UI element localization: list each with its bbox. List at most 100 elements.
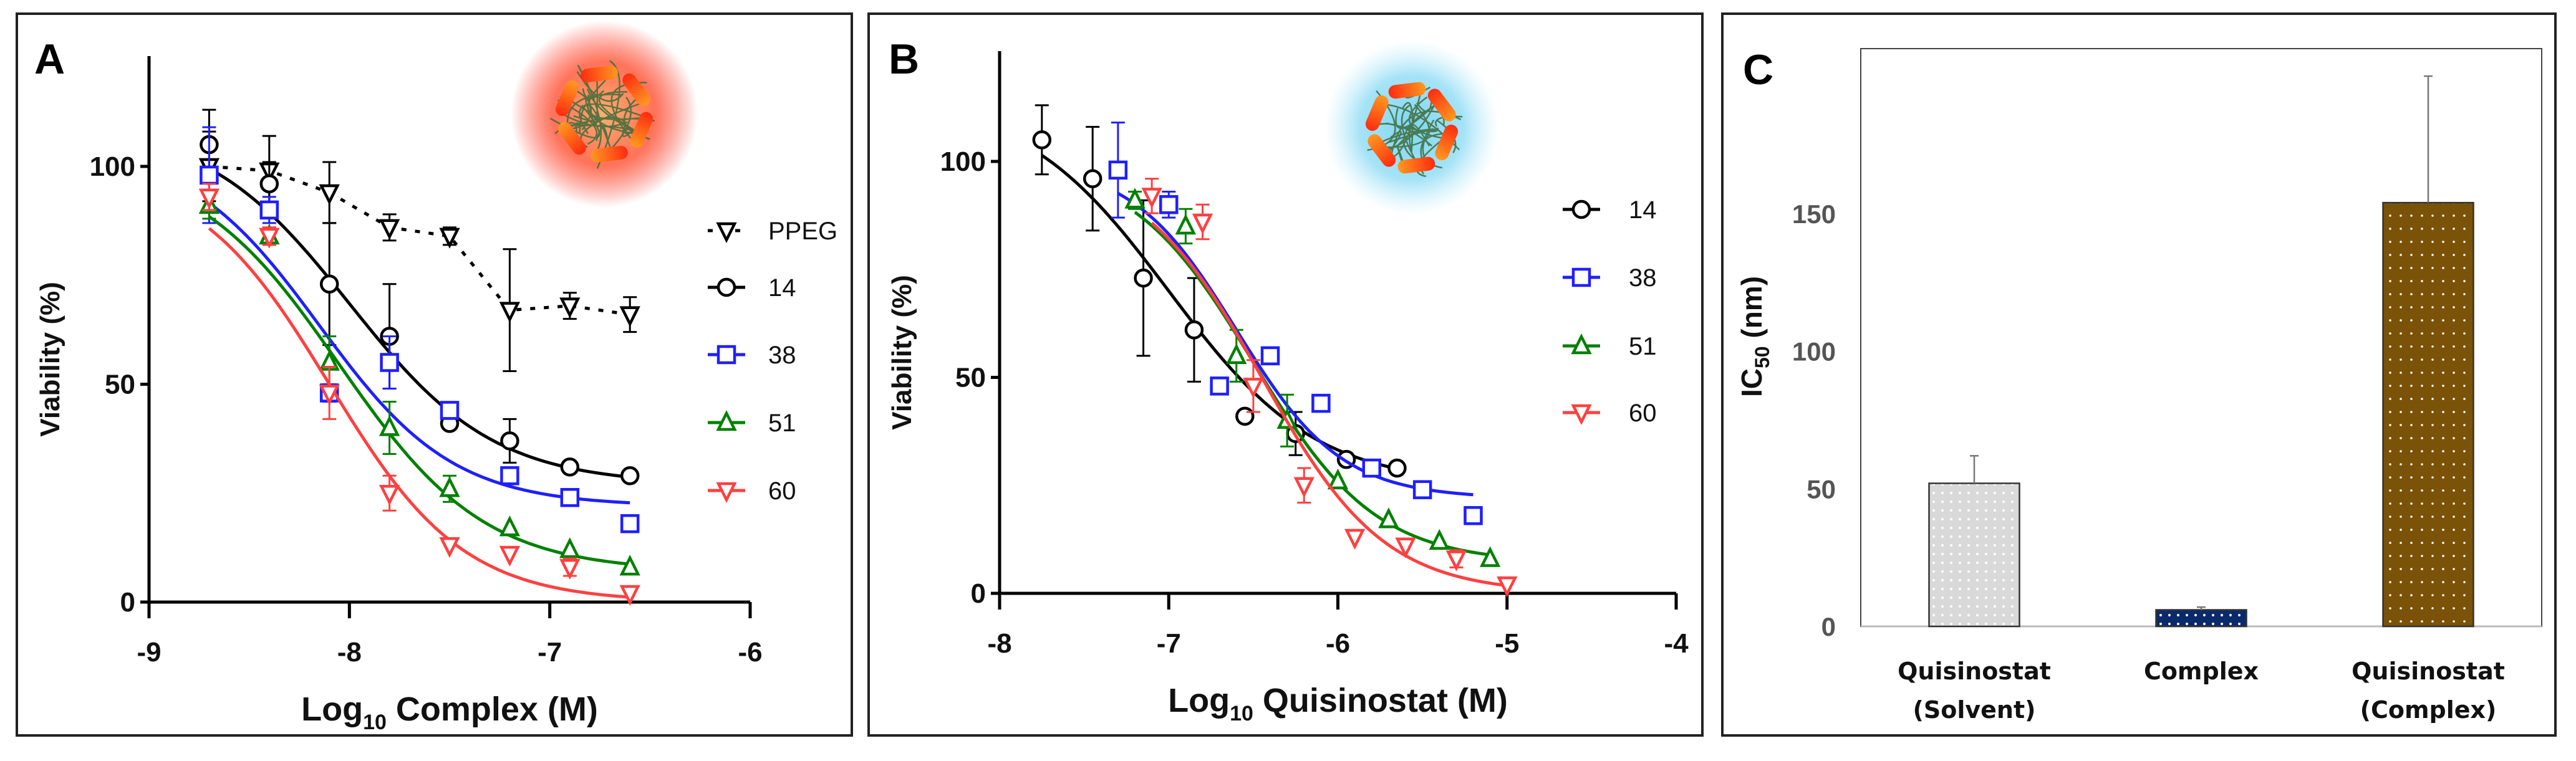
legend-item-60: 60 bbox=[1563, 400, 1657, 427]
data-point-14 bbox=[1032, 130, 1052, 150]
legend-item-14: 14 bbox=[1563, 196, 1657, 224]
drug-capsule bbox=[630, 112, 654, 148]
panel-border bbox=[16, 12, 853, 737]
drug-capsule bbox=[1435, 125, 1459, 161]
legend-item-14: 14 bbox=[708, 274, 796, 302]
data-point-51 bbox=[619, 555, 640, 576]
data-point-51 bbox=[1226, 343, 1247, 365]
data-point-51 bbox=[1327, 468, 1349, 490]
category-label: (Solvent) bbox=[1913, 696, 2036, 724]
legend-label: 51 bbox=[1629, 333, 1657, 360]
data-point-51 bbox=[379, 415, 400, 436]
y-axis-title: Viability (%) bbox=[35, 282, 65, 437]
data-point-14 bbox=[620, 466, 640, 486]
y-tick-label: 50 bbox=[105, 370, 135, 400]
y-tick-label: 50 bbox=[1807, 474, 1836, 504]
data-point-60 bbox=[198, 188, 220, 209]
data-point-51 bbox=[439, 476, 460, 497]
category-label: Complex bbox=[2144, 658, 2259, 685]
y-tick-label: 100 bbox=[90, 151, 135, 182]
x-axis-title-tail: Complex (M) bbox=[387, 691, 598, 728]
x-axis-title-main: Log bbox=[301, 691, 363, 728]
data-point-14 bbox=[1083, 169, 1102, 188]
legend-marker bbox=[716, 222, 737, 244]
nanoparticle-glow bbox=[511, 21, 698, 208]
bar bbox=[2382, 201, 2474, 628]
x-tick-label: -4 bbox=[1664, 628, 1689, 659]
drug-capsule bbox=[1368, 134, 1396, 167]
data-point-38 bbox=[1412, 480, 1432, 499]
y-axis-title: IC50 (nm) bbox=[1735, 276, 1773, 397]
data-point-60 bbox=[1192, 213, 1213, 235]
y-axis-title-main: IC bbox=[1735, 368, 1768, 397]
fit-curve bbox=[208, 201, 630, 505]
data-point-14 bbox=[319, 274, 339, 294]
data-point-38 bbox=[1362, 458, 1381, 478]
data-point-38 bbox=[560, 487, 580, 507]
y-tick-label: 100 bbox=[940, 146, 986, 177]
data-point-14 bbox=[1387, 458, 1407, 478]
fit-curve bbox=[208, 215, 630, 566]
data-point-51 bbox=[1124, 188, 1146, 209]
x-axis-title: Log10 Complex (M) bbox=[301, 691, 598, 734]
x-tick-label: -5 bbox=[1495, 628, 1519, 659]
x-axis-title-main: Log bbox=[1168, 682, 1230, 719]
data-point-60 bbox=[439, 537, 460, 558]
data-point-60 bbox=[619, 585, 640, 606]
legend-label: 38 bbox=[1629, 264, 1657, 292]
data-point-38 bbox=[259, 200, 279, 220]
drug-capsule bbox=[622, 73, 651, 107]
data-point-14 bbox=[1235, 406, 1255, 426]
fit-curve bbox=[208, 227, 630, 599]
data-point-38 bbox=[200, 165, 219, 185]
data-point-51 bbox=[1378, 507, 1399, 529]
y-tick-label: 100 bbox=[1792, 337, 1836, 366]
data-point-38 bbox=[1464, 506, 1483, 525]
x-axis-title-tail: Quisinostat (M) bbox=[1253, 682, 1508, 719]
category-label: (Complex) bbox=[2360, 696, 2497, 724]
data-point-51 bbox=[499, 515, 521, 537]
data-point-ppeg bbox=[559, 297, 581, 318]
y-tick-label: 0 bbox=[971, 578, 986, 609]
legend-marker bbox=[1571, 404, 1592, 426]
drug-capsule bbox=[1397, 156, 1435, 174]
panel-b: B 0 50 100 -8 -7 -6 -5 -4 Log10 Quisinostat (M) Vi… bbox=[867, 12, 1704, 737]
fit-curve bbox=[1151, 221, 1508, 588]
panel-label: C bbox=[1743, 46, 1773, 93]
data-point-51 bbox=[559, 537, 581, 558]
data-point-38 bbox=[1260, 346, 1280, 366]
fit-curve bbox=[208, 167, 630, 479]
y-axis-title: Viability (%) bbox=[887, 275, 917, 430]
data-point-38 bbox=[620, 514, 640, 534]
x-tick-label: -8 bbox=[987, 628, 1011, 659]
legend-item-38: 38 bbox=[708, 342, 796, 369]
data-point-38 bbox=[380, 353, 399, 372]
panel-a: A 0 50 100 -9 -8 -7 -6 Log10 Complex (M) Viabilit… bbox=[16, 12, 853, 737]
bar-group-1: Complex bbox=[2144, 606, 2259, 685]
legend-label: 51 bbox=[768, 409, 796, 437]
panel-label: B bbox=[889, 36, 919, 83]
data-point-60 bbox=[1243, 378, 1264, 399]
polymer-chains bbox=[549, 60, 655, 170]
data-point-38 bbox=[440, 401, 460, 420]
legend-label: 60 bbox=[1629, 400, 1657, 427]
drug-capsule bbox=[581, 65, 618, 83]
drug-capsule bbox=[557, 122, 586, 155]
y-tick-label: 0 bbox=[120, 587, 135, 618]
data-point-14 bbox=[1184, 320, 1204, 340]
data-point-60 bbox=[499, 545, 521, 567]
x-tick-label: -7 bbox=[1157, 628, 1181, 659]
legend-label: 14 bbox=[768, 274, 796, 302]
x-tick-label: -6 bbox=[1326, 628, 1350, 659]
series-60 bbox=[1141, 178, 1518, 598]
nanoparticle-illustration bbox=[511, 21, 698, 208]
x-axis-title: Log10 Quisinostat (M) bbox=[1168, 682, 1508, 725]
legend-marker bbox=[1571, 199, 1591, 219]
data-point-51 bbox=[1479, 546, 1501, 567]
panel-label: A bbox=[34, 36, 65, 83]
data-point-ppeg bbox=[439, 227, 460, 249]
fit-curve bbox=[1134, 211, 1490, 557]
data-point-14 bbox=[500, 431, 519, 451]
